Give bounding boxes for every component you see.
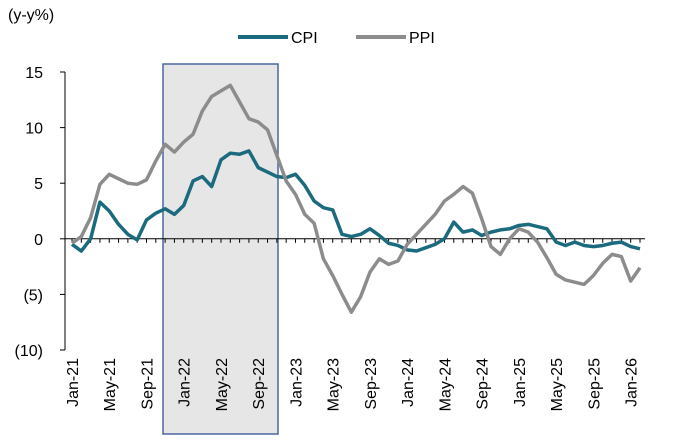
- x-tick-label: May-21: [102, 358, 119, 411]
- x-tick-label: Sep-24: [475, 358, 492, 410]
- x-tick-label: Sep-22: [251, 358, 268, 410]
- x-tick-label: Jan-24: [400, 358, 417, 407]
- x-tick-label: Jan-26: [624, 358, 641, 407]
- highlight-band: [162, 63, 279, 435]
- x-tick-label: May-24: [437, 358, 454, 411]
- y-tick-label: 15: [25, 65, 43, 82]
- x-tick-label: Sep-21: [139, 358, 156, 410]
- series-line: [70, 83, 642, 314]
- x-tick-label: Sep-23: [363, 358, 380, 410]
- x-tick-label: Jan-21: [65, 358, 82, 407]
- y-tick-label: (10): [15, 343, 43, 360]
- x-tick-label: May-22: [214, 358, 231, 411]
- y-axis-label: (y-y%): [8, 7, 54, 24]
- y-tick-label: 5: [34, 176, 43, 193]
- legend-label: PPI: [409, 30, 435, 47]
- x-tick-label: Jan-22: [177, 358, 194, 407]
- x-tick-label: Jan-23: [288, 358, 305, 407]
- x-tick-label: Jan-25: [512, 358, 529, 407]
- series-line: [70, 149, 641, 253]
- x-tick-label: Sep-25: [586, 358, 603, 410]
- x-tick-label: May-23: [326, 358, 343, 411]
- y-tick-label: (5): [23, 287, 43, 304]
- y-tick-label: 10: [25, 121, 43, 138]
- x-tick-label: May-25: [549, 358, 566, 411]
- y-tick-label: 0: [34, 232, 43, 249]
- legend-label: CPI: [291, 30, 318, 47]
- legend: CPI PPI: [238, 30, 435, 47]
